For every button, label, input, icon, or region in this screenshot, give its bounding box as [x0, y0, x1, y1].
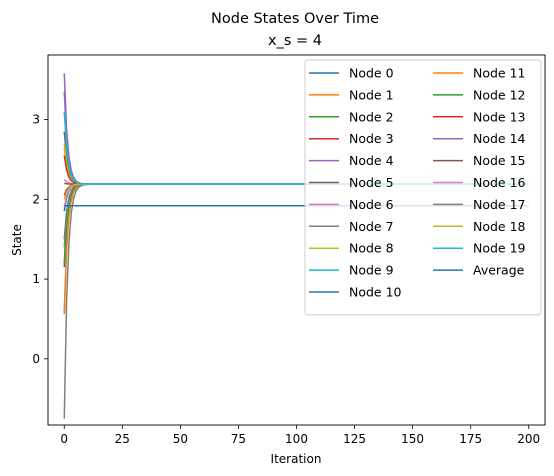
legend-label-node-17: Node 17 [473, 197, 526, 212]
legend-label-node-5: Node 5 [349, 175, 394, 190]
legend: Node 0 Node 1 Node 2 Node 3 Node 4 Node 5 Node… [305, 60, 541, 315]
y-tick-label: 1 [32, 272, 40, 286]
chart-subtitle: x_s = 4 [268, 33, 322, 49]
y-tick-label: 2 [32, 192, 40, 206]
legend-label-node-15: Node 15 [473, 153, 526, 168]
legend-label-node-19: Node 19 [473, 241, 526, 256]
legend-label-node-2: Node 2 [349, 109, 394, 124]
y-tick-label: 3 [32, 113, 40, 127]
legend-label-node-11: Node 11 [473, 66, 526, 81]
legend-label-node-18: Node 18 [473, 219, 526, 234]
legend-label-node-6: Node 6 [349, 197, 394, 212]
x-tick-label: 0 [60, 432, 68, 446]
x-tick-label: 25 [115, 432, 130, 446]
x-axis-ticks: 0 25 50 75 100 125 150 175 200 [60, 425, 540, 446]
legend-label-node-1: Node 1 [349, 87, 394, 102]
legend-label-average: Average [473, 263, 525, 278]
x-tick-label: 125 [343, 432, 366, 446]
legend-label-node-16: Node 16 [473, 175, 526, 190]
x-tick-label: 200 [517, 432, 540, 446]
legend-label-node-7: Node 7 [349, 219, 394, 234]
legend-label-node-13: Node 13 [473, 109, 526, 124]
legend-label-node-12: Node 12 [473, 87, 526, 102]
y-axis-ticks: 0 1 2 3 [32, 113, 48, 366]
y-tick-label: 0 [32, 352, 40, 366]
x-tick-label: 100 [285, 432, 308, 446]
legend-label-node-8: Node 8 [349, 241, 394, 256]
x-tick-label: 75 [231, 432, 246, 446]
legend-label-node-14: Node 14 [473, 131, 526, 146]
chart-title: Node States Over Time [211, 11, 379, 27]
legend-label-node-10: Node 10 [349, 285, 402, 300]
x-axis-label: Iteration [271, 452, 322, 466]
x-tick-label: 150 [401, 432, 424, 446]
legend-label-node-4: Node 4 [349, 153, 394, 168]
legend-label-node-0: Node 0 [349, 66, 394, 81]
x-tick-label: 50 [173, 432, 188, 446]
legend-label-node-9: Node 9 [349, 263, 394, 278]
x-tick-label: 175 [459, 432, 482, 446]
y-axis-label: State [10, 224, 24, 256]
legend-label-node-3: Node 3 [349, 131, 394, 146]
